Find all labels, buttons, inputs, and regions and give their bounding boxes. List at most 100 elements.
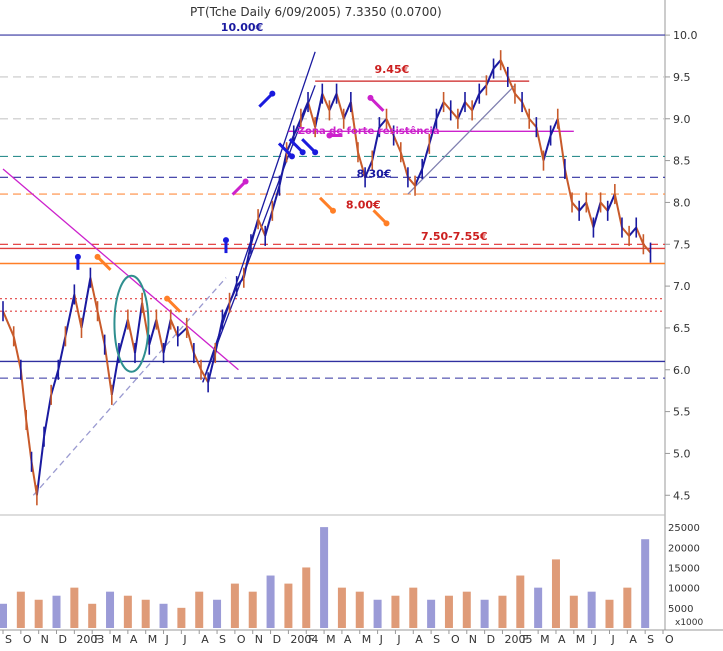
- volume-bar: [391, 595, 400, 628]
- price-segment: [506, 76, 516, 95]
- volume-bar: [123, 595, 132, 628]
- price-segment: [421, 143, 431, 170]
- volume-bar: [551, 559, 560, 628]
- volume-bar: [641, 539, 650, 628]
- volume-bar: [534, 587, 543, 628]
- volume-bar: [195, 591, 204, 628]
- price-segment: [635, 227, 645, 245]
- volume-bar: [70, 587, 79, 628]
- price-tick-label: 6.0: [673, 364, 691, 377]
- time-tick-label: A: [415, 633, 423, 646]
- time-tick-label: O: [451, 633, 460, 646]
- volume-bar: [16, 591, 25, 628]
- arrow-head: [164, 295, 171, 302]
- volume-bar: [427, 599, 436, 628]
- time-tick-label: O: [23, 633, 32, 646]
- price-segment: [478, 84, 488, 95]
- volume-bar: [177, 607, 186, 628]
- price-tick-label: 9.5: [673, 71, 691, 84]
- trendline: [32, 277, 227, 496]
- volume-bar: [248, 591, 257, 628]
- time-tick-label: O: [237, 633, 246, 646]
- price-segment: [228, 285, 238, 304]
- volume-tick-label: 10000: [668, 584, 700, 595]
- price-segment: [177, 327, 188, 338]
- price-segment: [242, 244, 252, 278]
- time-tick-label: D: [273, 633, 281, 646]
- price-segment: [392, 135, 402, 153]
- arrow-marker: [277, 142, 294, 158]
- volume-tick-label: 5000: [668, 604, 693, 615]
- price-segment: [571, 201, 580, 212]
- consolidation-ellipse: [113, 274, 150, 373]
- price-segment: [357, 151, 367, 178]
- price-segment: [514, 93, 523, 103]
- price-tick-label: 6.5: [673, 322, 691, 335]
- volume-bar: [587, 591, 596, 628]
- volume-bar: [34, 599, 43, 628]
- time-tick-label: J: [379, 633, 383, 646]
- price-segment: [563, 168, 574, 203]
- price-segment: [578, 201, 588, 212]
- price-segment: [371, 126, 381, 161]
- time-tick-label: S: [433, 633, 440, 646]
- price-segment: [542, 135, 552, 161]
- price-segment: [2, 310, 15, 337]
- time-tick-label: 2003: [76, 633, 104, 646]
- volume-bar: [320, 527, 329, 628]
- price-segment: [278, 152, 288, 186]
- price-segment: [214, 319, 224, 354]
- price-segment: [621, 226, 630, 237]
- annotation-label: 8.00€: [346, 198, 381, 211]
- price-segment: [592, 202, 602, 228]
- volume-multiplier-label: x1000: [675, 618, 704, 628]
- time-tick-label: N: [469, 633, 477, 646]
- price-segment: [117, 319, 129, 354]
- time-tick-label: J: [165, 633, 169, 646]
- trendline: [407, 84, 516, 195]
- time-tick-label: J: [610, 633, 614, 646]
- price-segment: [428, 118, 438, 145]
- price-segment: [521, 101, 531, 120]
- arrow-marker: [231, 180, 247, 196]
- time-tick-label: S: [647, 633, 654, 646]
- volume-bar: [373, 599, 382, 628]
- price-segment: [528, 118, 538, 128]
- time-tick-label: M: [112, 633, 122, 646]
- price-segment: [414, 168, 424, 187]
- arrow-marker: [372, 209, 388, 225]
- price-segment: [110, 352, 120, 396]
- price-segment: [249, 218, 260, 245]
- time-tick-label: D: [487, 633, 495, 646]
- price-segment: [464, 101, 473, 112]
- trendline: [2, 168, 239, 371]
- price-segment: [134, 302, 144, 354]
- price-tick-label: 10.0: [673, 29, 698, 42]
- time-tick-label: 2005: [504, 633, 532, 646]
- time-tick-label: A: [558, 633, 566, 646]
- price-segment: [492, 59, 502, 70]
- volume-bar: [302, 567, 311, 628]
- price-segment: [25, 419, 33, 462]
- price-segment: [57, 336, 67, 370]
- volume-bar: [266, 575, 275, 628]
- price-segment: [264, 210, 274, 237]
- price-segment: [399, 151, 409, 178]
- price-segment: [628, 226, 638, 237]
- price-segment: [442, 101, 452, 112]
- arrow-head: [94, 253, 101, 260]
- volume-tick-label: 20000: [668, 543, 700, 554]
- time-tick-label: F: [522, 633, 528, 646]
- price-segment: [292, 118, 302, 136]
- arrow-head: [74, 253, 81, 260]
- time-tick-label: J: [182, 633, 186, 646]
- price-segment: [43, 394, 53, 437]
- arrow-head: [326, 132, 333, 139]
- price-segment: [606, 193, 616, 212]
- time-tick-label: N: [255, 633, 263, 646]
- arrow-head: [222, 237, 229, 244]
- price-segment: [321, 93, 331, 111]
- arrow-head: [367, 94, 374, 101]
